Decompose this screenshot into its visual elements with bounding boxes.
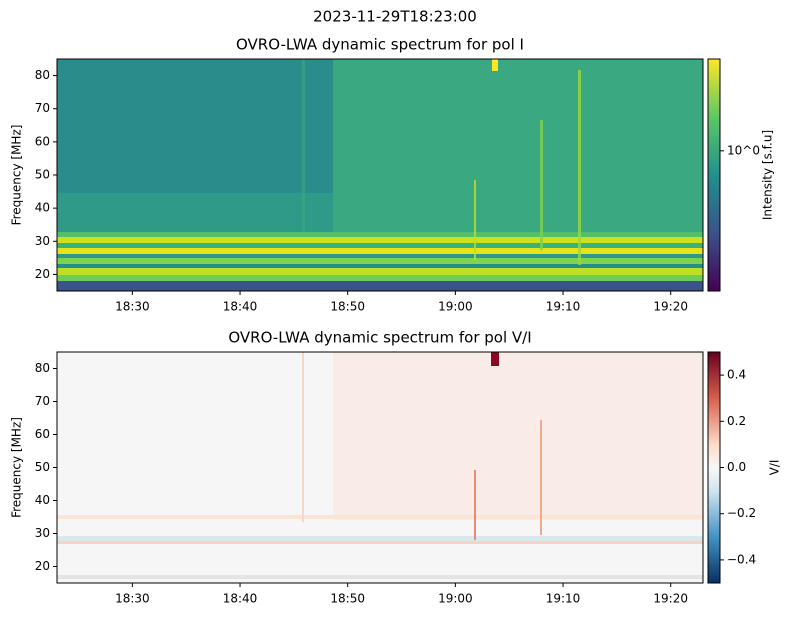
heatmap-image	[57, 59, 703, 291]
y-tick-label: 70	[35, 101, 50, 115]
x-tick-label: 19:20	[653, 592, 688, 606]
y-tick-label: 30	[35, 526, 50, 540]
colorbar-tick-label: 0.4	[727, 368, 746, 382]
colorbar-tick-label: 10^0	[727, 143, 760, 157]
y-tick-label: 20	[35, 267, 50, 281]
colorbar-tick-label: −0.4	[727, 552, 756, 566]
x-tick-label: 19:10	[546, 592, 581, 606]
x-tick-label: 18:40	[223, 592, 258, 606]
colorbar	[707, 58, 721, 292]
axes-title: OVRO-LWA dynamic spectrum for pol V/I	[228, 329, 531, 347]
y-tick-label: 50	[35, 168, 50, 182]
y-tick-label: 70	[35, 394, 50, 408]
y-tick-label: 60	[35, 427, 50, 441]
colorbar-label: Intensity [s.f.u]	[761, 130, 775, 220]
y-tick-label: 30	[35, 234, 50, 248]
colorbar-tick-label: 0.0	[727, 460, 746, 474]
y-tick-label: 50	[35, 460, 50, 474]
x-tick-label: 19:10	[546, 300, 581, 314]
y-tick-label: 80	[35, 361, 50, 375]
colorbar-tick-label: −0.2	[727, 506, 756, 520]
colorbar-label: V/I	[768, 460, 782, 476]
y-tick-label: 60	[35, 134, 50, 148]
x-tick-label: 18:50	[330, 300, 365, 314]
y-tick-label: 20	[35, 559, 50, 573]
y-axis-label: Frequency [MHz]	[10, 125, 24, 226]
x-tick-label: 19:20	[653, 300, 688, 314]
heatmap-image	[57, 352, 703, 583]
x-tick-label: 18:30	[115, 300, 150, 314]
x-tick-label: 19:00	[438, 300, 473, 314]
x-tick-label: 18:50	[330, 592, 365, 606]
y-axis-label: Frequency [MHz]	[10, 417, 24, 518]
colorbar-tick-label: 0.2	[727, 414, 746, 428]
y-tick-label: 40	[35, 493, 50, 507]
colorbar	[707, 351, 721, 584]
x-tick-label: 18:40	[223, 300, 258, 314]
axes-title: OVRO-LWA dynamic spectrum for pol I	[236, 36, 524, 54]
y-tick-label: 40	[35, 201, 50, 215]
x-tick-label: 19:00	[438, 592, 473, 606]
figure-title: 2023-11-29T18:23:00	[313, 8, 477, 26]
y-tick-label: 80	[35, 68, 50, 82]
x-tick-label: 18:30	[115, 592, 150, 606]
